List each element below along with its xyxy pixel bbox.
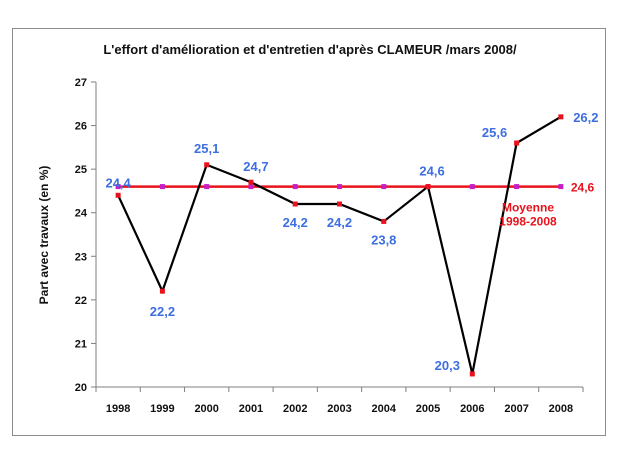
data-point xyxy=(204,162,210,168)
y-tick-label: 22 xyxy=(75,295,87,307)
average-name-label: Moyenne xyxy=(502,201,554,215)
data-point xyxy=(469,371,475,377)
chart-title: L'effort d'amélioration et d'entretien d… xyxy=(103,42,517,57)
average-point xyxy=(248,184,254,190)
data-point xyxy=(381,218,387,224)
data-point xyxy=(292,201,298,207)
x-tick-label: 2008 xyxy=(549,403,573,415)
y-tick-label: 23 xyxy=(75,251,87,263)
x-tick-label: 2003 xyxy=(327,403,351,415)
y-tick-label: 24 xyxy=(75,208,88,220)
series-line xyxy=(117,115,562,375)
line-chart: L'effort d'amélioration et d'entretien d… xyxy=(37,42,599,415)
data-point xyxy=(115,192,121,198)
data-point xyxy=(558,114,564,120)
x-tick-label: 2001 xyxy=(239,403,263,415)
data-label: 24,6 xyxy=(419,164,444,179)
data-point xyxy=(425,184,431,190)
average-point xyxy=(469,184,475,190)
x-tick-label: 1998 xyxy=(106,403,130,415)
axes: 20 21 22 23 24 25 26 27 1998 1999 2000 2001 2002 2003… xyxy=(75,77,584,415)
data-label: 20,3 xyxy=(435,358,460,373)
average-series xyxy=(115,184,564,190)
average-value-label: 24,6 xyxy=(571,181,595,195)
chart-frame: L'effort d'amélioration et d'entretien d… xyxy=(12,28,606,436)
data-label: 24,2 xyxy=(327,215,352,230)
average-point xyxy=(204,184,210,190)
y-tick-label: 21 xyxy=(75,338,87,350)
data-label: 22,2 xyxy=(150,304,175,319)
y-tick-label: 25 xyxy=(75,164,87,176)
data-label: 24,4 xyxy=(105,175,131,190)
data-label: 24,7 xyxy=(243,159,268,174)
main-series xyxy=(115,114,564,377)
y-tick-label: 27 xyxy=(75,77,87,89)
data-labels: 24,4 22,2 25,1 24,7 24,2 24,2 23,8 24,6 20,3 25,6… xyxy=(105,110,598,373)
average-point xyxy=(115,184,121,190)
x-tick-label: 2007 xyxy=(504,403,528,415)
data-point xyxy=(159,288,165,294)
y-tick-label: 20 xyxy=(75,382,87,394)
data-label: 25,1 xyxy=(194,141,219,156)
data-point xyxy=(337,201,342,207)
y-axis-label: Part avec travaux (en %) xyxy=(37,166,51,305)
data-label: 23,8 xyxy=(371,232,396,247)
average-point xyxy=(337,184,342,190)
x-tick-label: 2006 xyxy=(460,403,484,415)
data-label: 25,6 xyxy=(482,125,507,140)
average-point xyxy=(159,184,165,190)
data-label: 24,2 xyxy=(283,215,308,230)
y-tick-label: 26 xyxy=(75,121,87,133)
x-tick-label: 2005 xyxy=(416,403,440,415)
data-point xyxy=(514,140,520,146)
data-label: 26,2 xyxy=(573,110,598,125)
x-tick-label: 2004 xyxy=(372,403,397,415)
average-point xyxy=(381,184,387,190)
x-tick-label: 1999 xyxy=(150,403,174,415)
average-name-label: 1998-2008 xyxy=(499,215,557,229)
x-tick-label: 2000 xyxy=(194,403,218,415)
average-point xyxy=(514,184,520,190)
data-point xyxy=(248,179,254,185)
average-point xyxy=(292,184,298,190)
x-tick-label: 2002 xyxy=(283,403,307,415)
average-point xyxy=(558,184,564,190)
